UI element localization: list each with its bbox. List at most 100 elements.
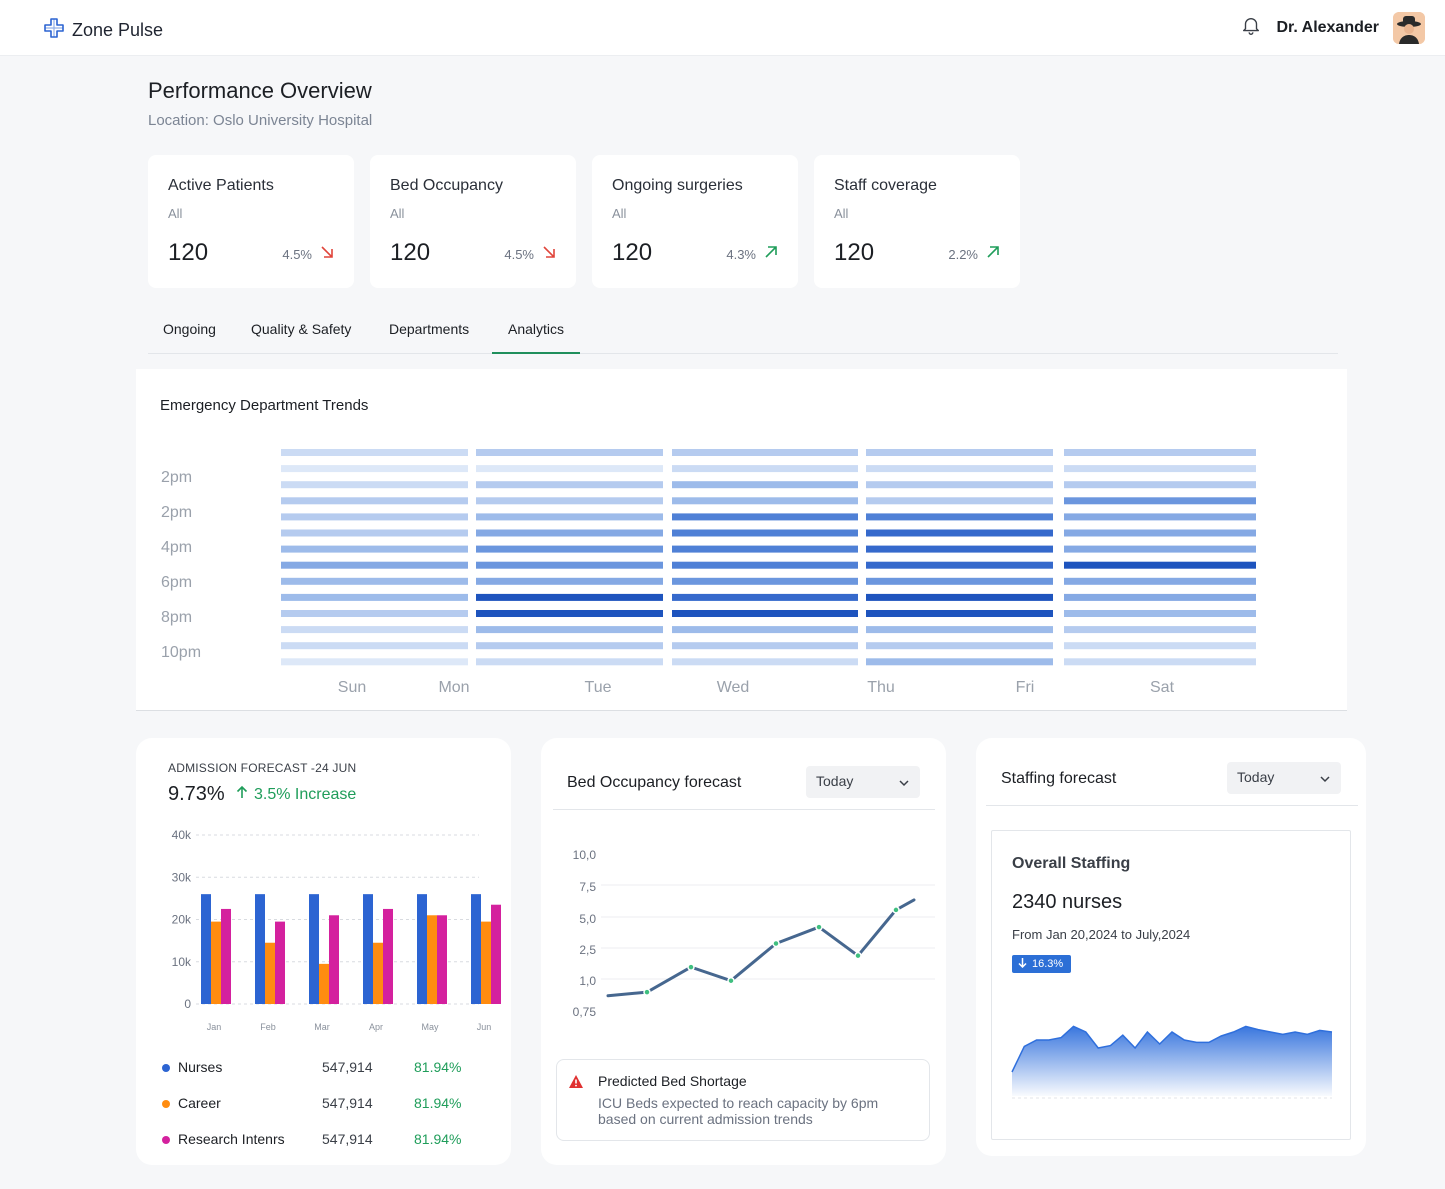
staffing-period-select[interactable]: Today [1227,762,1341,794]
line-point[interactable] [687,963,695,971]
bell-icon[interactable] [1240,15,1262,42]
user-name[interactable]: Dr. Alexander [1276,19,1379,36]
period-label: Today [816,773,854,789]
line-point[interactable] [727,976,735,985]
line-point[interactable] [643,988,651,996]
tab-quality-safety[interactable]: Quality & Safety [251,321,352,337]
heatmap-cell [281,497,468,505]
y-axis-label: 8pm [161,609,193,626]
heatmap-cell [1064,529,1256,537]
legend-item-nurses: Nurses 547,914 81.94% [160,1058,470,1078]
divider [986,805,1358,806]
tab-analytics[interactable]: Analytics [492,314,581,354]
heatmap-cell [672,513,858,521]
heatmap-cell [281,561,468,569]
kpi-scope: All [834,206,849,221]
bar-research-intenrs[interactable] [383,908,393,1004]
legend-dot [162,1100,170,1108]
heatmap-cell [476,481,663,489]
kpi-card-staff-coverage[interactable]: Staff coverage All 120 2.2% [814,155,1020,288]
bar-nurses[interactable] [417,894,427,1004]
bar-nurses[interactable] [309,894,319,1004]
bar-nurses[interactable] [255,894,265,1004]
heatmap-cell [476,642,663,650]
heatmap-cell [866,545,1053,553]
staffing-date-range: From Jan 20,2024 to July,2024 [1012,927,1191,942]
chevron-down-icon [898,776,910,792]
kpi-value: 120 [612,239,653,266]
line-point[interactable] [892,906,900,914]
staffing-forecast-card: Staffing forecast Today Overall Staffing… [976,738,1366,1156]
bar-research-intenrs[interactable] [329,915,339,1004]
y-tick-label: 10,0 [573,848,597,862]
heatmap-cell [866,513,1053,521]
heatmap-cell [866,465,1053,473]
kpi-value: 120 [168,239,209,266]
bar-nurses[interactable] [471,894,481,1004]
bar-research-intenrs[interactable] [437,915,447,1004]
line-point[interactable] [772,939,780,948]
line-point[interactable] [815,923,823,931]
tab-departments[interactable]: Departments [389,321,470,337]
admission-change: 3.5% Increase [236,785,356,804]
arrow-up-icon [236,785,248,804]
bar-nurses[interactable] [363,894,373,1004]
heatmap-cell [281,465,468,473]
medical-cross-icon [42,16,66,45]
heatmap-cell [672,481,858,489]
heatmap-cell [866,577,1053,585]
bar-career[interactable] [427,915,437,1004]
brand[interactable]: Zone Pulse [42,16,163,45]
bar-career[interactable] [373,942,383,1004]
admission-forecast-card: ADMISSION FORECAST -24 JUN 9.73% 3.5% In… [136,738,511,1165]
kpi-scope: All [390,206,405,221]
area-line [1011,1025,1333,1073]
bar-career[interactable] [211,921,221,1004]
kpi-change: 4.5% [504,245,556,264]
arrow-down-right-icon [542,245,556,264]
kpi-change: 2.2% [948,245,1000,264]
avatar[interactable] [1393,12,1425,44]
period-label: Today [1237,769,1275,785]
legend-pct: 81.94% [414,1131,462,1147]
bar-career[interactable] [319,963,329,1004]
heatmap-cell [281,642,468,650]
bed-forecast-period-select[interactable]: Today [806,766,920,798]
x-tick-label: Jun [477,1022,492,1032]
heatmap-cell [281,481,468,489]
staffing-area-chart [1011,1025,1333,1099]
kpi-title: Staff coverage [834,177,937,194]
bar-career[interactable] [265,942,275,1004]
heatmap-cell [866,561,1053,569]
x-axis-label: Sat [1149,679,1175,696]
ed-trends-title: Emergency Department Trends [160,397,369,414]
heatmap-cell [281,513,468,521]
heatmap-cell [281,529,468,537]
heatmap-cell [476,449,663,456]
kpi-card-bed-occupancy[interactable]: Bed Occupancy All 120 4.5% [370,155,576,288]
arrow-down-icon [1018,957,1027,971]
bar-research-intenrs[interactable] [491,904,501,1004]
heatmap-cell [476,626,663,634]
bar-research-intenrs[interactable] [221,908,231,1004]
line-point[interactable] [854,951,862,960]
legend-item-career: Career 547,914 81.94% [160,1094,470,1114]
x-tick-label: Mar [314,1022,330,1032]
kpi-card-ongoing-surgeries[interactable]: Ongoing surgeries All 120 4.3% [592,155,798,288]
heatmap-cell [866,481,1053,489]
bar-nurses[interactable] [201,894,211,1004]
bar-career[interactable] [481,921,491,1004]
heatmap-cell [281,610,468,617]
kpi-card-active-patients[interactable]: Active Patients All 120 4.5% [148,155,354,288]
heatmap-cell [672,449,858,456]
heatmap-cell [1064,577,1256,585]
chevron-down-icon [1319,772,1331,788]
heatmap-cell [866,626,1053,634]
tab-ongoing[interactable]: Ongoing [163,321,216,337]
overall-staffing-panel: Overall Staffing 2340 nurses From Jan 20… [991,830,1351,1140]
y-axis-label: 4pm [161,539,193,556]
bar-research-intenrs[interactable] [275,921,285,1004]
y-tick-label: 7,5 [579,880,596,894]
heatmap-cell [672,626,858,634]
heatmap-cell [476,529,663,537]
